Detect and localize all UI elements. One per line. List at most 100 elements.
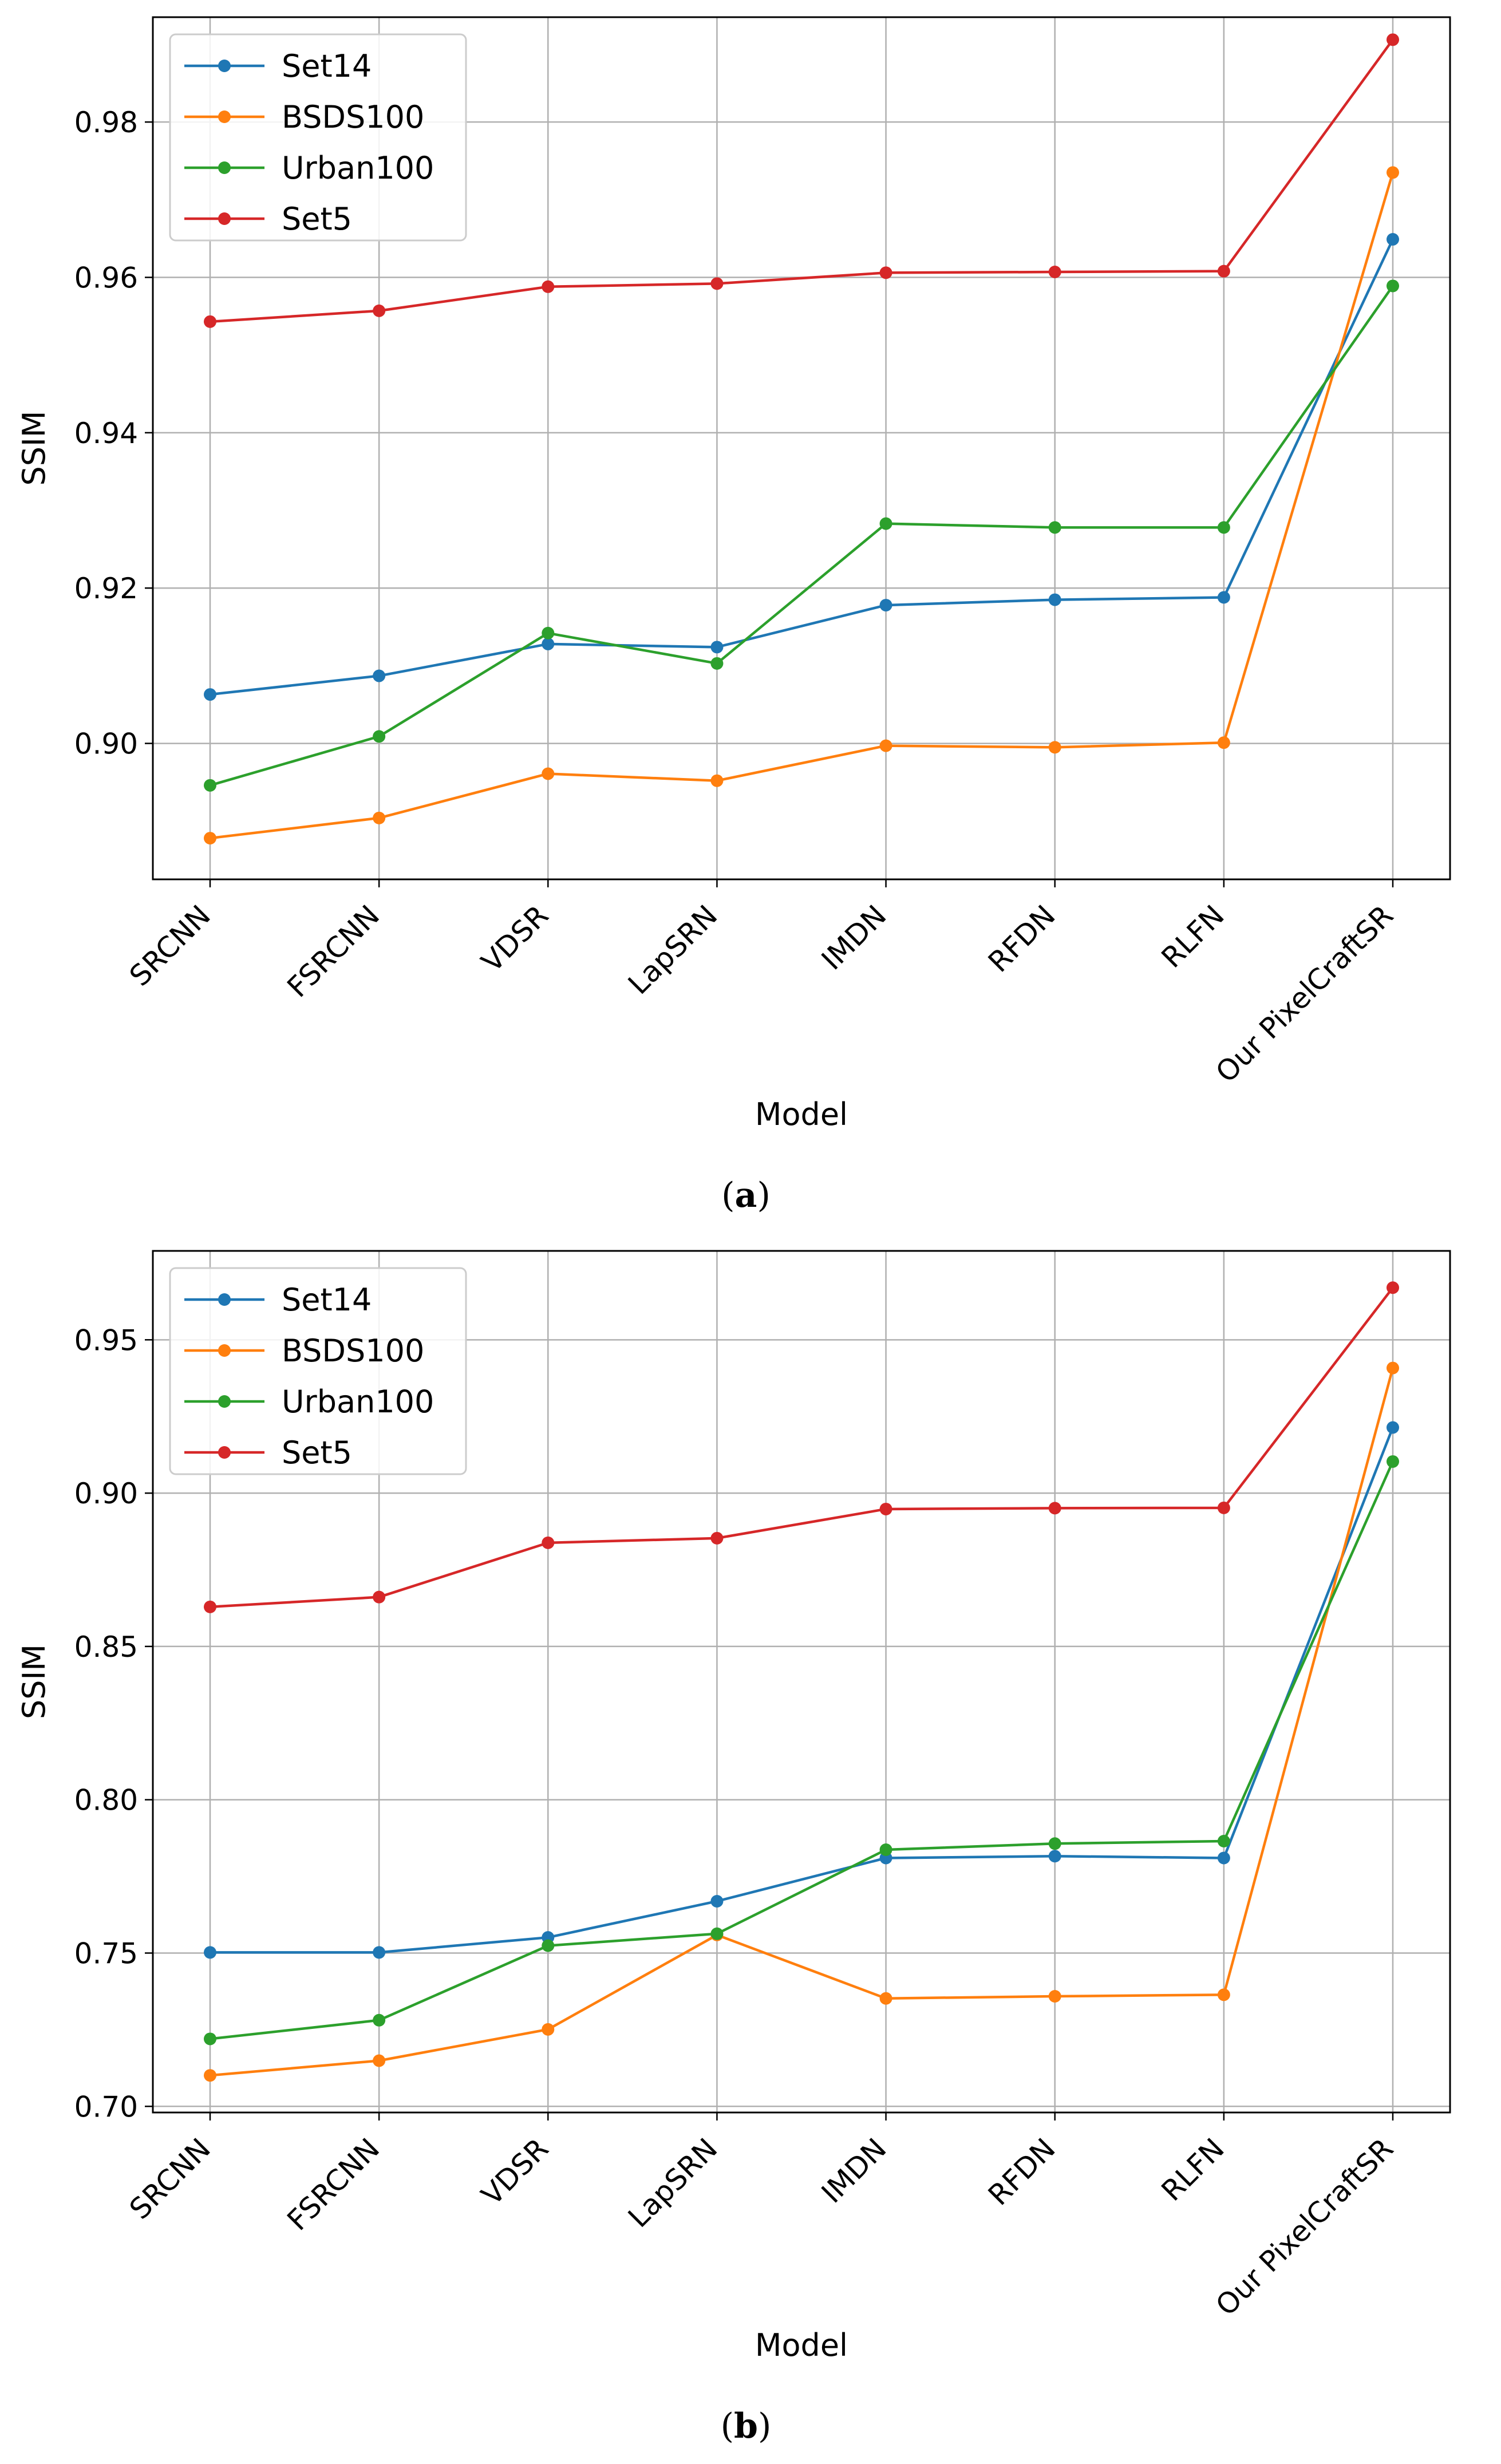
legend-label: BSDS100 [282, 99, 424, 135]
data-point-bsds100 [1217, 736, 1230, 749]
data-point-set14 [710, 1894, 724, 1908]
data-point-urban100 [204, 2032, 216, 2046]
y-axis-label: SSIM [16, 1644, 52, 1719]
data-point-bsds100 [542, 2023, 555, 2036]
data-point-set5 [710, 1531, 724, 1545]
series-line-bsds100 [210, 1368, 1395, 2077]
x-axis-label: Model [755, 1096, 848, 1132]
data-point-urban100 [1048, 1837, 1061, 1850]
data-point-set5 [879, 1502, 892, 1515]
series-line-bsds100 [210, 172, 1395, 840]
data-point-set14 [373, 669, 386, 682]
caption-a: (a) [721, 1175, 771, 1215]
series-line-urban100 [210, 1461, 1395, 2040]
data-point-urban100 [879, 1843, 892, 1857]
data-point-set14 [710, 641, 724, 654]
data-point-urban100 [710, 1927, 724, 1940]
y-tick-label: 0.85 [74, 1630, 138, 1664]
data-point-bsds100 [1217, 1988, 1230, 2001]
legend-box [169, 1267, 467, 1475]
series-line-set14 [210, 239, 1395, 696]
data-point-set14 [879, 599, 892, 612]
legend-label: BSDS100 [282, 1333, 424, 1369]
y-tick-label: 0.75 [74, 1937, 138, 1970]
caption-b: (b) [721, 2406, 772, 2446]
legend-label: Urban100 [282, 150, 434, 186]
data-point-urban100 [1217, 1835, 1230, 1848]
data-point-set5 [710, 277, 724, 290]
y-tick-label: 0.90 [74, 728, 138, 761]
y-tick-label: 0.95 [74, 1324, 138, 1357]
plot-frame [152, 1250, 1451, 2114]
data-point-set14 [1217, 1851, 1230, 1865]
y-tick-label: 0.96 [74, 262, 138, 295]
data-point-bsds100 [879, 739, 892, 752]
legend-label: Set14 [282, 48, 372, 84]
data-point-bsds100 [710, 774, 724, 787]
y-axis-label: SSIM [16, 410, 52, 485]
data-point-urban100 [710, 657, 724, 670]
legend-marker-urban100 [218, 1395, 231, 1408]
legend-label: Set5 [282, 201, 352, 237]
data-point-set5 [542, 280, 555, 293]
x-axis-label: Model [755, 2327, 848, 2363]
data-point-bsds100 [1387, 166, 1399, 179]
data-point-urban100 [1387, 279, 1399, 293]
y-tick-label: 0.70 [74, 2090, 138, 2123]
plot-frame [152, 16, 1451, 880]
data-point-bsds100 [1048, 1990, 1061, 2003]
data-point-set5 [1217, 264, 1230, 278]
data-point-bsds100 [1387, 1361, 1399, 1375]
legend-marker-bsds100 [218, 1344, 231, 1357]
data-point-set5 [204, 315, 216, 328]
legend-marker-urban100 [218, 161, 231, 174]
data-point-set14 [204, 688, 216, 701]
data-point-set14 [1387, 233, 1399, 246]
data-point-set5 [1048, 266, 1061, 279]
legend-box [169, 33, 467, 242]
legend-label: Set14 [282, 1282, 372, 1318]
data-point-bsds100 [879, 1992, 892, 2005]
data-point-set14 [1048, 593, 1061, 606]
data-point-bsds100 [542, 767, 555, 780]
data-point-set5 [204, 1600, 216, 1613]
data-point-set14 [204, 1946, 216, 1959]
data-point-set14 [542, 637, 555, 650]
data-point-set14 [373, 1946, 386, 1959]
data-point-bsds100 [204, 2069, 216, 2082]
legend-marker-set14 [218, 60, 231, 72]
data-point-urban100 [542, 1939, 555, 1952]
legend-label: Urban100 [282, 1384, 434, 1420]
data-point-set14 [1387, 1421, 1399, 1434]
data-point-urban100 [204, 779, 216, 792]
data-point-urban100 [373, 2013, 386, 2027]
data-point-urban100 [1387, 1455, 1399, 1468]
data-point-set5 [1048, 1502, 1061, 1515]
data-point-set14 [1048, 1850, 1061, 1863]
series-line-urban100 [210, 285, 1394, 787]
y-tick-label: 0.90 [74, 1477, 138, 1510]
data-point-set5 [1217, 1501, 1230, 1514]
legend-marker-set5 [218, 212, 231, 225]
y-tick-label: 0.98 [74, 106, 138, 139]
data-point-urban100 [879, 517, 892, 530]
y-tick-label: 0.94 [74, 417, 138, 450]
data-point-set5 [373, 304, 386, 317]
legend-marker-set5 [218, 1446, 231, 1459]
data-point-bsds100 [1048, 741, 1061, 754]
data-point-urban100 [542, 626, 555, 639]
legend-label: Set5 [282, 1435, 352, 1471]
series-line-set5 [210, 1286, 1394, 1609]
series-line-set5 [210, 39, 1394, 323]
data-point-set5 [542, 1536, 555, 1549]
series-line-set14 [210, 1427, 1395, 1954]
legend-marker-bsds100 [218, 110, 231, 123]
data-point-urban100 [1048, 521, 1061, 534]
data-point-bsds100 [373, 811, 386, 824]
data-point-bsds100 [204, 832, 216, 845]
data-point-set5 [1387, 1281, 1399, 1294]
data-point-urban100 [373, 730, 386, 743]
data-point-bsds100 [373, 2054, 386, 2067]
